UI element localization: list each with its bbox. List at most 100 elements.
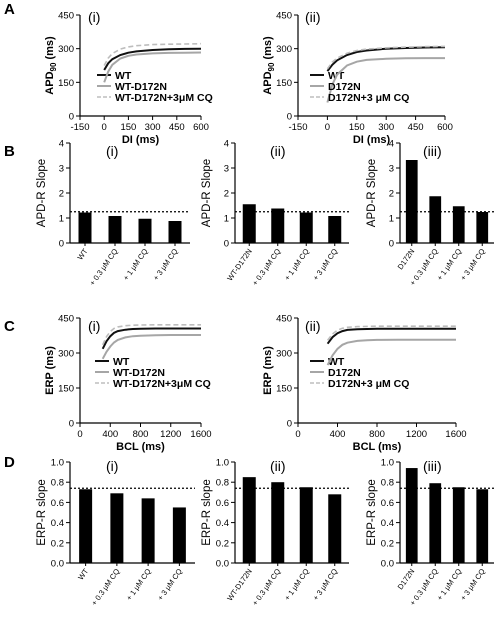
legend-label: WT-D172N bbox=[115, 81, 167, 93]
y-tick-label: 0.0 bbox=[381, 559, 394, 570]
bar bbox=[242, 204, 256, 243]
y-tick-label: 0.4 bbox=[381, 518, 394, 529]
x-tick-label: 1200 bbox=[406, 429, 427, 440]
bar bbox=[168, 221, 182, 243]
y-axis-label: APD-R Slope bbox=[201, 159, 213, 227]
x-category-label: + 3 μM CQ bbox=[311, 567, 339, 602]
chart-b-i: B (i) 0 1 2 3 4 APD-R Slope WT+ 0.3 μM CQ + 1 μM … bbox=[4, 139, 190, 287]
chart-c-i: C (i) 0 150 300 450 0 400 800 1200 1600 BCL (ms) ERP… bbox=[4, 314, 212, 454]
x-tick-label: 0 bbox=[77, 429, 82, 440]
x-tick-label: 0 bbox=[295, 429, 300, 440]
series-line bbox=[103, 42, 202, 66]
x-category-label: + 1 μM CQ bbox=[283, 567, 311, 602]
x-tick-label: 300 bbox=[145, 122, 161, 133]
y-tick-label: 3 bbox=[59, 164, 64, 175]
legend-label: D172N bbox=[328, 81, 361, 93]
x-category-label: + 0.3 μM CQ bbox=[250, 567, 282, 607]
bar bbox=[476, 489, 489, 563]
y-tick-label: 1.0 bbox=[216, 458, 229, 469]
x-tick-label: 1600 bbox=[445, 429, 466, 440]
panel-sublabel: (i) bbox=[106, 458, 118, 474]
y-tick-label: 0 bbox=[389, 239, 394, 250]
bar bbox=[138, 218, 152, 243]
y-tick-label: 0.2 bbox=[381, 538, 394, 549]
panel-sublabel: (iii) bbox=[423, 143, 442, 159]
x-category-label: + 0.3 μM CQ bbox=[88, 247, 120, 287]
series-line bbox=[326, 325, 456, 341]
y-tick-label: 2 bbox=[224, 189, 229, 200]
y-axis-label: ERP-R slope bbox=[366, 479, 378, 545]
bar bbox=[242, 477, 256, 563]
x-category-label: + 3 μM CQ bbox=[311, 247, 339, 282]
y-tick-label: 300 bbox=[58, 44, 74, 55]
panel-sublabel: (iii) bbox=[423, 458, 442, 474]
y-tick-label: 450 bbox=[276, 314, 292, 325]
panel-letter-a: A bbox=[4, 1, 15, 18]
legend-label: WT-D172N+3μM CQ bbox=[115, 92, 213, 104]
x-axis-label: DI (ms) bbox=[353, 134, 391, 146]
y-tick-label: 450 bbox=[276, 11, 292, 22]
series-line bbox=[326, 57, 445, 103]
x-category-label: D172N bbox=[396, 567, 417, 591]
legend-label: D172N+3 μM CQ bbox=[328, 92, 409, 104]
x-tick-label: 800 bbox=[133, 429, 149, 440]
y-axis-label: APD90 (ms) bbox=[44, 36, 58, 95]
y-tick-label: 0.2 bbox=[51, 538, 64, 549]
series-line bbox=[101, 327, 201, 350]
panel-letter-c: C bbox=[4, 318, 15, 335]
x-category-label: + 3 μM CQ bbox=[151, 247, 179, 282]
panel-sublabel: (ii) bbox=[305, 9, 321, 25]
bar bbox=[328, 494, 342, 563]
x-category-label: WT-D172N bbox=[225, 567, 254, 603]
y-tick-label: 0.0 bbox=[216, 559, 229, 570]
x-tick-label: 1600 bbox=[190, 429, 211, 440]
x-tick-label: 1200 bbox=[160, 429, 181, 440]
bar bbox=[405, 468, 418, 563]
y-tick-label: 150 bbox=[58, 384, 74, 395]
y-tick-label: 3 bbox=[224, 164, 229, 175]
bar bbox=[405, 160, 418, 243]
y-tick-label: 0.6 bbox=[51, 498, 64, 509]
y-tick-label: 0 bbox=[287, 112, 292, 123]
y-tick-label: 1.0 bbox=[51, 458, 64, 469]
y-axis-label: ERP-R slope bbox=[36, 479, 48, 545]
y-tick-label: 1 bbox=[224, 214, 229, 225]
legend-label: WT bbox=[328, 356, 345, 368]
y-axis-label: ERP-R slope bbox=[201, 479, 213, 545]
y-tick-label: 1 bbox=[59, 214, 64, 225]
panel-sublabel: (i) bbox=[88, 9, 100, 25]
y-tick-label: 1 bbox=[389, 214, 394, 225]
panel-sublabel: (i) bbox=[88, 318, 100, 334]
x-category-label: + 1 μM CQ bbox=[121, 247, 149, 282]
bar bbox=[299, 212, 313, 243]
x-tick-label: 450 bbox=[169, 122, 185, 133]
bar bbox=[476, 212, 489, 243]
y-axis-label: ERP (ms) bbox=[44, 346, 56, 395]
y-tick-label: 4 bbox=[59, 139, 64, 150]
y-tick-label: 150 bbox=[58, 78, 74, 89]
legend-label: D172N bbox=[328, 367, 361, 379]
chart-c-ii: (ii) 0 150 300 450 0 400 800 1200 1600 BCL (ms) ERP… bbox=[262, 314, 467, 454]
y-tick-label: 2 bbox=[389, 189, 394, 200]
y-tick-label: 0.6 bbox=[216, 498, 229, 509]
y-tick-label: 0.8 bbox=[51, 478, 64, 489]
panel-letter-b: B bbox=[4, 143, 15, 160]
x-tick-label: -150 bbox=[288, 122, 307, 133]
x-axis-label: BCL (ms) bbox=[353, 441, 402, 453]
x-tick-label: 300 bbox=[378, 122, 394, 133]
y-tick-label: 150 bbox=[276, 78, 292, 89]
y-tick-label: 0.0 bbox=[51, 559, 64, 570]
bar bbox=[172, 507, 186, 563]
y-tick-label: 300 bbox=[58, 349, 74, 360]
legend-label: D172N+3 μM CQ bbox=[328, 378, 409, 390]
x-tick-label: 0 bbox=[325, 122, 330, 133]
x-category-label: D172N bbox=[396, 247, 417, 271]
y-tick-label: 0.6 bbox=[381, 498, 394, 509]
series-line bbox=[326, 338, 456, 366]
